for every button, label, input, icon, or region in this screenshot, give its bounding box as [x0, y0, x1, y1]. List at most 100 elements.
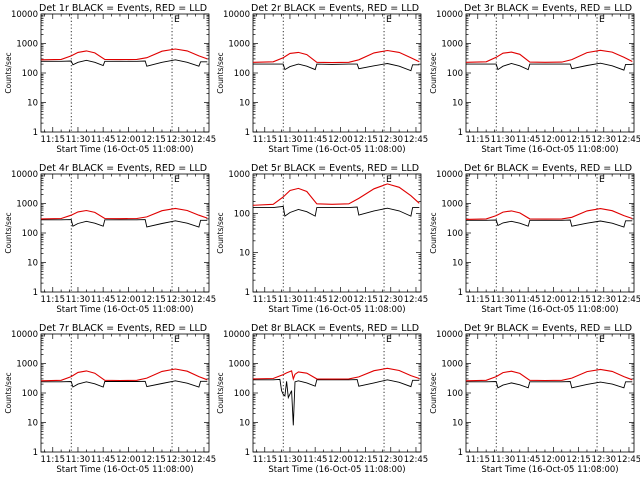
y-tick-label: 10: [239, 249, 250, 259]
x-tick-label: 12:45: [404, 455, 429, 465]
annotation-marker: E: [174, 15, 180, 25]
x-tick-label: 12:00: [328, 455, 353, 465]
series-lld-line: [40, 48, 208, 61]
x-tick-label: 11:45: [91, 295, 116, 305]
x-tick-label: 12:45: [404, 295, 429, 305]
x-tick-label: 11:45: [516, 455, 541, 465]
x-axis-label: Start Time (16-Oct-05 11:08:00): [56, 145, 193, 155]
x-tick-label: 11:15: [253, 135, 278, 145]
y-tick-label: 1000: [16, 40, 38, 50]
x-tick-label: 11:30: [491, 295, 516, 305]
x-axis-label: Start Time (16-Oct-05 11:08:00): [481, 465, 618, 475]
panel-det-4: Det 4r BLACK = Events, RED = LLD 1 10 100 10…: [4, 163, 216, 315]
y-tick-label: 1000: [228, 360, 250, 370]
y-tick-label: 1: [458, 288, 463, 298]
x-tick-label: 12:45: [404, 135, 429, 145]
x-tick-label: 12:15: [566, 455, 591, 465]
panel-det-6: Det 6r BLACK = Events, RED = LLD 1 10 100 10…: [429, 163, 640, 315]
x-tick-label: 11:45: [91, 455, 116, 465]
x-tick-label: 12:45: [192, 455, 217, 465]
y-tick-label: 100: [234, 389, 250, 399]
x-tick-label: 11:15: [466, 135, 491, 145]
series-lld-line: [465, 208, 633, 220]
x-tick-label: 12:45: [617, 295, 640, 305]
y-tick-label: 10: [452, 419, 463, 429]
y-tick-label: 10000: [223, 330, 250, 340]
x-tick-label: 11:15: [466, 455, 491, 465]
x-tick-label: 11:30: [66, 295, 91, 305]
x-axis-label: Start Time (16-Oct-05 11:08:00): [268, 305, 405, 315]
x-tick-label: 11:30: [278, 135, 303, 145]
x-tick-label: 11:45: [303, 295, 328, 305]
y-tick-label: 10: [239, 419, 250, 429]
x-tick-label: 11:15: [41, 295, 66, 305]
y-tick-label: 1: [458, 448, 463, 458]
y-tick-label: 10000: [436, 170, 463, 180]
series-lld-line: [465, 49, 633, 63]
y-tick-label: 100: [234, 69, 250, 79]
x-tick-label: 11:15: [253, 455, 278, 465]
annotation-marker: E: [174, 335, 180, 345]
series-lld-line: [465, 368, 633, 382]
x-tick-label: 12:30: [592, 455, 617, 465]
y-axis-label: Counts/sec: [429, 52, 438, 93]
y-axis-label: Counts/sec: [216, 52, 225, 93]
x-tick-label: 11:15: [41, 455, 66, 465]
annotation-marker: E: [386, 15, 392, 25]
x-tick-label: 11:15: [41, 135, 66, 145]
panel-title: Det 3r BLACK = Events, RED = LLD: [464, 3, 632, 14]
x-tick-label: 12:45: [192, 135, 217, 145]
plot-frame: [252, 173, 422, 293]
annotation-marker: E: [386, 175, 392, 185]
y-tick-label: 1: [33, 448, 38, 458]
x-tick-label: 12:15: [141, 295, 166, 305]
y-tick-label: 100: [22, 69, 38, 79]
y-tick-label: 1000: [228, 40, 250, 50]
annotation-marker: E: [386, 335, 392, 345]
x-tick-label: 12:15: [353, 135, 378, 145]
x-tick-label: 12:30: [592, 295, 617, 305]
annotation-marker: E: [599, 175, 605, 185]
x-tick-label: 11:45: [91, 135, 116, 145]
y-tick-label: 1: [245, 448, 250, 458]
y-tick-label: 1: [458, 128, 463, 138]
y-axis-label: Counts/sec: [429, 372, 438, 413]
y-tick-label: 1: [33, 288, 38, 298]
panel-title: Det 9r BLACK = Events, RED = LLD: [464, 323, 632, 334]
panel-det-1: Det 1r BLACK = Events, RED = LLD 1 10 100 10…: [4, 3, 216, 155]
x-tick-label: 11:30: [491, 455, 516, 465]
x-tick-label: 12:00: [328, 135, 353, 145]
y-tick-label: 1: [33, 128, 38, 138]
x-tick-label: 12:00: [541, 295, 566, 305]
y-tick-label: 10000: [436, 330, 463, 340]
panel-det-9: Det 9r BLACK = Events, RED = LLD 1 10 100 10…: [429, 323, 640, 475]
x-tick-label: 12:00: [116, 135, 141, 145]
y-tick-label: 10: [27, 99, 38, 109]
series-lld-line: [40, 207, 208, 220]
x-tick-label: 11:30: [491, 135, 516, 145]
y-tick-label: 10000: [11, 170, 38, 180]
x-tick-label: 11:15: [466, 295, 491, 305]
x-tick-label: 12:45: [617, 455, 640, 465]
panel-title: Det 5r BLACK = Events, RED = LLD: [251, 163, 419, 174]
y-tick-label: 10000: [223, 10, 250, 20]
x-axis-label: Start Time (16-Oct-05 11:08:00): [56, 465, 193, 475]
x-tick-label: 12:00: [541, 455, 566, 465]
y-tick-label: 100: [447, 69, 463, 79]
series-events-line: [253, 205, 420, 217]
x-tick-label: 11:45: [516, 135, 541, 145]
y-tick-label: 100: [234, 209, 250, 219]
annotation-marker: E: [599, 15, 605, 25]
panel-title: Det 1r BLACK = Events, RED = LLD: [39, 3, 207, 14]
series-events-line: [466, 219, 633, 228]
x-tick-label: 11:45: [516, 295, 541, 305]
x-axis-label: Start Time (16-Oct-05 11:08:00): [268, 145, 405, 155]
x-tick-label: 12:30: [379, 295, 404, 305]
panel-title: Det 2r BLACK = Events, RED = LLD: [251, 3, 419, 14]
x-tick-label: 12:15: [141, 135, 166, 145]
x-tick-label: 12:00: [116, 295, 141, 305]
x-tick-label: 11:30: [278, 295, 303, 305]
series-events-line: [466, 62, 633, 71]
annotation-marker: E: [599, 335, 605, 345]
